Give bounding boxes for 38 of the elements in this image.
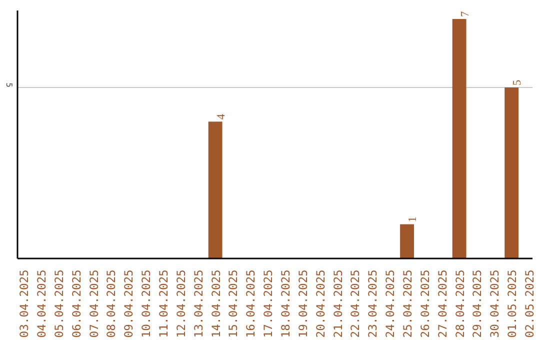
x-tick-label: 14.04.2025 <box>208 270 223 338</box>
x-tick-label: 29.04.2025 <box>470 270 484 338</box>
bar <box>452 19 466 258</box>
data-label: 7 <box>459 11 472 18</box>
x-tick-label: 21.04.2025 <box>330 270 345 338</box>
x-tick-label: 04.04.2025 <box>34 270 49 338</box>
x-tick-label: 10.04.2025 <box>139 270 154 338</box>
data-label: 5 <box>512 79 524 86</box>
x-tick-label: 09.04.2025 <box>122 270 136 338</box>
x-tick-label: 01.05.2025 <box>505 270 520 338</box>
x-tick-label: 26.04.2025 <box>418 270 432 338</box>
x-tick-label: 16.04.2025 <box>244 270 258 338</box>
x-tick-label: 24.04.2025 <box>383 270 398 338</box>
x-tick-label: 03.04.2025 <box>17 270 32 338</box>
bar <box>208 122 222 258</box>
data-label: 4 <box>215 114 228 120</box>
x-tick-label: 15.04.2025 <box>226 270 240 338</box>
bar <box>400 224 414 258</box>
x-tick-label: 19.04.2025 <box>296 270 310 338</box>
x-tick-label: 30.04.2025 <box>488 270 502 338</box>
x-tick-label: 02.05.2025 <box>522 270 537 338</box>
x-tick-label: 11.04.2025 <box>156 270 171 338</box>
x-tick-label: 22.04.2025 <box>348 270 362 338</box>
x-tick-label: 25.04.2025 <box>400 270 415 338</box>
x-tick-label: 05.04.2025 <box>52 270 66 338</box>
x-tick-label: 23.04.2025 <box>366 270 380 338</box>
x-tick-label: 08.04.2025 <box>104 270 118 338</box>
x-tick-label: 20.04.2025 <box>313 270 328 338</box>
bar <box>504 87 519 258</box>
x-tick-label: 27.04.2025 <box>435 270 450 338</box>
x-tick-label: 06.04.2025 <box>69 270 84 338</box>
x-tick-label: 18.04.2025 <box>278 270 293 338</box>
x-tick-label: 28.04.2025 <box>452 270 467 338</box>
x-tick-label: 07.04.2025 <box>86 270 101 338</box>
x-tick-label: 12.04.2025 <box>174 270 188 338</box>
x-tick-label: 17.04.2025 <box>261 270 276 338</box>
x-tick-label: 13.04.2025 <box>191 270 206 338</box>
data-label: 1 <box>407 216 420 222</box>
